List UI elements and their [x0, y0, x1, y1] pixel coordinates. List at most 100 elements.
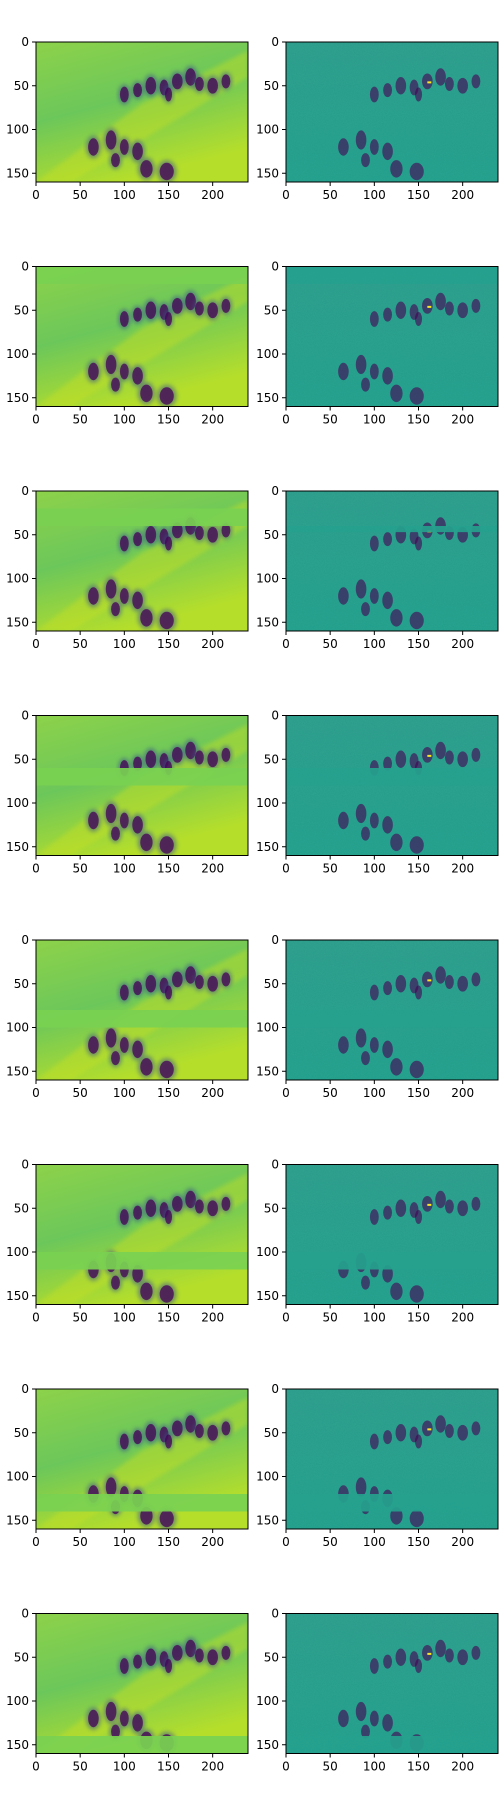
- y-tick-label: 100: [256, 1470, 279, 1484]
- y-tick-label: 100: [256, 123, 279, 137]
- pedestrian-blob: [409, 836, 424, 854]
- pedestrian-blob: [133, 756, 142, 771]
- y-tick-label: 150: [256, 1738, 279, 1752]
- pedestrian-blob: [457, 1649, 468, 1666]
- flat-band: [36, 1736, 248, 1754]
- pedestrian-blob: [195, 1199, 204, 1214]
- x-tick-label: 200: [451, 1311, 474, 1325]
- pedestrian-blob: [383, 532, 393, 547]
- pedestrian-blob: [221, 972, 231, 987]
- pedestrian-blob: [361, 153, 370, 168]
- pedestrian-blob: [382, 1714, 393, 1732]
- x-tick-label: 200: [451, 188, 474, 202]
- pedestrian-blob: [382, 142, 393, 161]
- pedestrian-blob: [414, 1210, 423, 1224]
- x-tick-label: 100: [113, 862, 136, 876]
- pedestrian-blob: [435, 1415, 446, 1433]
- pedestrian-blob: [395, 750, 407, 768]
- pedestrian-blob: [185, 741, 196, 760]
- x-tick-label: 50: [73, 1086, 88, 1100]
- pedestrian-blob: [383, 1205, 393, 1220]
- pedestrian-blob: [172, 747, 183, 763]
- pedestrian-blob: [140, 1058, 153, 1076]
- x-tick-label: 150: [157, 1311, 180, 1325]
- pedestrian-blob: [355, 1701, 367, 1722]
- pedestrian-blob: [435, 1639, 446, 1658]
- flat-band: [36, 266, 248, 284]
- x-tick-label: 200: [201, 1311, 224, 1325]
- y-tick-label: 50: [264, 752, 279, 766]
- pedestrian-blob: [445, 77, 454, 91]
- pedestrian-blob: [88, 587, 99, 605]
- y-tick-label: 0: [271, 484, 279, 498]
- x-tick-label: 200: [451, 1760, 474, 1774]
- pedestrian-blob: [119, 812, 129, 829]
- y-tick-label: 0: [271, 1607, 279, 1621]
- pedestrian-blob: [221, 74, 231, 89]
- pedestrian-blob: [105, 803, 117, 824]
- pedestrian-blob: [471, 747, 481, 762]
- pedestrian-blob: [221, 1196, 231, 1211]
- pedestrian-blob: [159, 1509, 174, 1528]
- pedestrian-blob: [88, 362, 99, 381]
- x-tick-label: 0: [32, 862, 40, 876]
- x-tick-label: 150: [407, 188, 430, 202]
- pedestrian-blob: [145, 301, 157, 319]
- pedestrian-blob: [361, 1275, 370, 1290]
- pedestrian-blob: [105, 1701, 117, 1722]
- pedestrian-blob: [105, 130, 117, 150]
- pedestrian-blob: [369, 1433, 379, 1450]
- y-tick-label: 50: [264, 79, 279, 93]
- x-tick-label: 100: [363, 862, 386, 876]
- y-tick-label: 100: [256, 347, 279, 361]
- x-tick-label: 50: [73, 1535, 88, 1549]
- x-tick-label: 0: [32, 413, 40, 427]
- x-tick-label: 200: [201, 1760, 224, 1774]
- pedestrian-blob: [185, 292, 196, 311]
- pedestrian-blob: [395, 1199, 407, 1217]
- pedestrian-blob: [445, 975, 454, 989]
- x-tick-label: 200: [451, 1535, 474, 1549]
- pedestrian-blob: [145, 1648, 157, 1666]
- y-tick-label: 50: [14, 79, 29, 93]
- pedestrian-blob: [355, 354, 367, 375]
- pedestrian-blob: [119, 139, 129, 155]
- pedestrian-blob: [164, 536, 173, 551]
- x-tick-label: 0: [32, 1535, 40, 1549]
- pedestrian-blob: [361, 1724, 370, 1739]
- y-tick-label: 100: [6, 1245, 29, 1259]
- x-tick-label: 50: [323, 413, 338, 427]
- pedestrian-blob: [159, 1285, 174, 1303]
- pedestrian-blob: [369, 1037, 379, 1053]
- pedestrian-blob: [159, 836, 174, 854]
- pedestrian-blob: [395, 1648, 407, 1666]
- pedestrian-blob: [390, 833, 403, 852]
- pedestrian-blob: [145, 1424, 157, 1442]
- y-tick-label: 50: [264, 1650, 279, 1664]
- flat-band: [36, 768, 248, 786]
- pedestrian-blob: [338, 138, 349, 156]
- pedestrian-blob: [133, 532, 142, 547]
- x-tick-label: 200: [451, 413, 474, 427]
- pedestrian-blob: [172, 1196, 183, 1212]
- pedestrian-blob: [119, 311, 129, 327]
- heatmap-panel-r6-left: 0 50 100 150 200 0 50 100 150: [6, 1158, 249, 1325]
- pedestrian-blob: [132, 142, 143, 161]
- pedestrian-blob: [207, 751, 218, 768]
- pedestrian-blob: [105, 1028, 117, 1048]
- axes-frame: [35, 41, 249, 183]
- x-tick-label: 150: [407, 1086, 430, 1100]
- x-tick-label: 150: [157, 862, 180, 876]
- x-tick-label: 50: [323, 637, 338, 651]
- x-tick-label: 0: [282, 1760, 290, 1774]
- pedestrian-blob: [145, 975, 157, 993]
- pedestrian-blob: [111, 1275, 120, 1290]
- y-tick-label: 50: [264, 1426, 279, 1440]
- y-tick-label: 150: [6, 1738, 29, 1752]
- pedestrian-blob: [369, 535, 379, 552]
- x-tick-label: 0: [32, 1760, 40, 1774]
- pedestrian-blob: [409, 611, 424, 630]
- x-tick-label: 0: [282, 188, 290, 202]
- pedestrian-blob: [338, 587, 349, 605]
- heatmap-panel-r4-left: 0 50 100 150 200 0 50 100 150: [6, 709, 249, 876]
